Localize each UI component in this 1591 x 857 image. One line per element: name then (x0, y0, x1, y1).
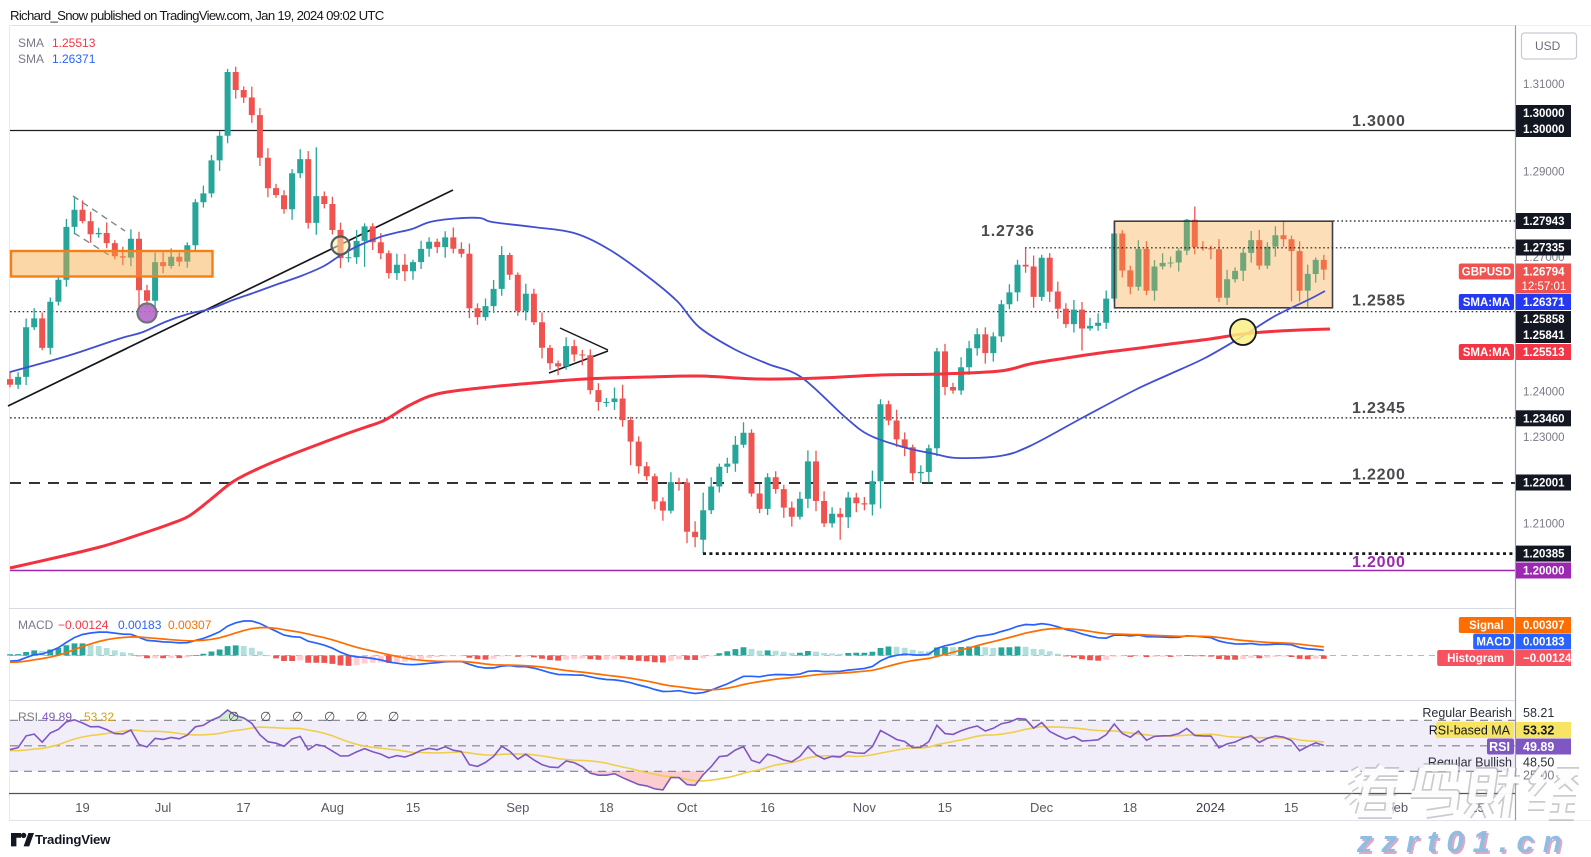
svg-text:1.23460: 1.23460 (1523, 413, 1565, 425)
svg-text:1.27335: 1.27335 (1523, 243, 1565, 255)
svg-text:1.2585: 1.2585 (1352, 293, 1406, 310)
svg-text:Dec: Dec (1030, 800, 1054, 815)
svg-text:∅: ∅ (260, 709, 271, 724)
svg-text:1.25513: 1.25513 (1523, 347, 1565, 359)
svg-text:16: 16 (760, 800, 774, 815)
svg-text:1.24000: 1.24000 (1523, 387, 1565, 399)
svg-text:SMA:MA: SMA:MA (1463, 347, 1510, 359)
svg-text:1.20385: 1.20385 (1523, 549, 1565, 561)
svg-text:Sep: Sep (506, 800, 529, 815)
svg-text:19: 19 (75, 800, 89, 815)
svg-text:SMA: SMA (18, 52, 44, 66)
svg-text:RSI: RSI (18, 710, 38, 724)
svg-text:∅: ∅ (324, 709, 335, 724)
svg-text:1.25513: 1.25513 (52, 36, 96, 50)
svg-text:1.31000: 1.31000 (1523, 79, 1565, 91)
svg-text:GBPUSD: GBPUSD (1462, 267, 1511, 279)
svg-text:1.2736: 1.2736 (981, 223, 1035, 240)
svg-text:1.2000: 1.2000 (1352, 554, 1406, 571)
svg-text:0.00183: 0.00183 (118, 618, 162, 632)
svg-text:1.29000: 1.29000 (1523, 167, 1565, 179)
svg-text:SMA: SMA (18, 36, 44, 50)
svg-text:53.32: 53.32 (84, 710, 114, 724)
svg-text:15: 15 (406, 800, 420, 815)
svg-text:−0.00124: −0.00124 (1523, 653, 1572, 665)
svg-text:Oct: Oct (677, 800, 698, 815)
svg-text:1.3000: 1.3000 (1352, 113, 1406, 130)
svg-text:Jul: Jul (155, 800, 172, 815)
svg-text:15: 15 (938, 800, 952, 815)
svg-text:17: 17 (236, 800, 250, 815)
svg-text:15: 15 (1284, 800, 1298, 815)
svg-text:Signal: Signal (1469, 620, 1504, 632)
svg-text:53.32: 53.32 (1523, 724, 1554, 738)
svg-text:MACD: MACD (18, 618, 54, 632)
svg-text:18: 18 (1123, 800, 1137, 815)
svg-text:1.25841: 1.25841 (1523, 330, 1565, 342)
svg-text:1.26371: 1.26371 (52, 52, 96, 66)
svg-text:zzrt01.cn: zzrt01.cn (1358, 826, 1573, 857)
svg-text:49.89: 49.89 (1523, 740, 1554, 754)
svg-text:∅: ∅ (228, 709, 239, 724)
svg-text:58.21: 58.21 (1523, 706, 1554, 720)
svg-text:1.26794: 1.26794 (1523, 267, 1565, 279)
svg-text:MACD: MACD (1476, 637, 1511, 649)
svg-text:∅: ∅ (356, 709, 367, 724)
svg-text:zzrt01.cn: zzrt01.cn (1356, 824, 1571, 857)
svg-text:0.00307: 0.00307 (1523, 620, 1565, 632)
svg-text:1.23000: 1.23000 (1523, 432, 1565, 444)
svg-text:RSI-based MA: RSI-based MA (1429, 724, 1511, 738)
svg-text:1.21000: 1.21000 (1523, 519, 1565, 531)
svg-text:1.26371: 1.26371 (1523, 297, 1565, 309)
svg-text:1.2345: 1.2345 (1352, 400, 1406, 417)
svg-text:SMA:MA: SMA:MA (1463, 297, 1510, 309)
svg-text:48.50: 48.50 (1523, 756, 1554, 770)
svg-text:1.30000: 1.30000 (1523, 124, 1565, 136)
svg-text:Aug: Aug (321, 800, 344, 815)
svg-text:Regular Bearish: Regular Bearish (1422, 706, 1512, 720)
svg-text:1.30000: 1.30000 (1523, 108, 1565, 120)
svg-text:Nov: Nov (853, 800, 877, 815)
svg-text:−0.00124: −0.00124 (58, 618, 109, 632)
svg-text:Histogram: Histogram (1447, 653, 1504, 665)
svg-text:2024: 2024 (1196, 800, 1225, 815)
svg-text:1.20000: 1.20000 (1523, 566, 1565, 578)
svg-text:Richard_Snow published on Trad: Richard_Snow published on TradingView.co… (10, 8, 385, 23)
svg-text:USD: USD (1535, 39, 1561, 53)
svg-text:18: 18 (599, 800, 613, 815)
svg-text:0.00183: 0.00183 (1523, 637, 1565, 649)
svg-text:RSI: RSI (1489, 740, 1510, 754)
svg-text:∅: ∅ (388, 709, 399, 724)
svg-text:∅: ∅ (292, 709, 303, 724)
svg-text:1.2200: 1.2200 (1352, 467, 1406, 484)
svg-text:49.89: 49.89 (42, 710, 72, 724)
svg-text:1.22001: 1.22001 (1523, 478, 1565, 490)
svg-text:12:57:01: 12:57:01 (1522, 281, 1567, 293)
svg-text:1.25858: 1.25858 (1523, 314, 1565, 326)
svg-text:0.00307: 0.00307 (168, 618, 212, 632)
svg-text:1.27943: 1.27943 (1523, 216, 1565, 228)
svg-text:TradingView: TradingView (35, 832, 111, 847)
